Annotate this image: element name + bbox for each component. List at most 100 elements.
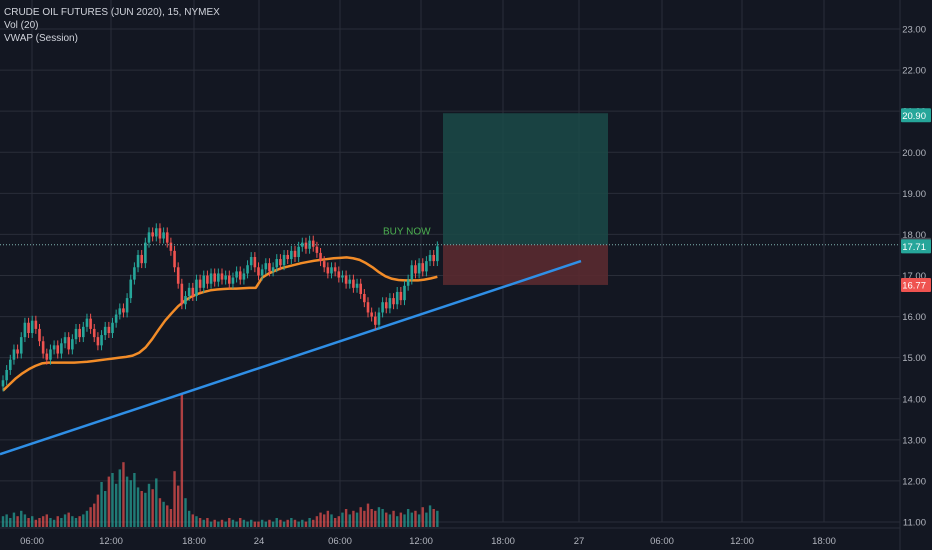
volume-bar [432,509,435,527]
volume-bar [191,514,194,527]
candle-body [406,279,410,286]
volume-indicator-label[interactable]: Vol (20) [4,20,39,31]
candle-body [235,271,238,278]
volume-bar [27,518,30,527]
volume-bar [235,521,238,527]
candle-body [34,320,38,329]
volume-bar [20,510,23,527]
volume-bar [202,519,205,527]
volume-bar [198,518,202,527]
price-badge [901,108,931,123]
vwap-indicator-label[interactable]: VWAP (Session) [4,33,78,44]
candle-body [395,291,399,305]
candle-body [260,269,264,276]
candle-body [213,273,216,282]
price-badge [901,277,931,292]
time-axis[interactable]: 06:00 12:00 18:00 24 06:00 12:00 18:00 27 06:00 1… [0,527,900,547]
candle-body [399,291,403,301]
volume-bar [297,521,300,527]
candle-body [30,320,34,334]
candle-body [228,275,231,284]
volume-bar [89,507,92,527]
volume-bar [158,498,162,527]
volume-bar [355,512,359,527]
candle-body [268,263,271,272]
candle-body [286,254,289,260]
symbol-title[interactable]: CRUDE OIL FUTURES (JUN 2020), 15, NYMEX [4,7,220,18]
volume-bar [428,505,432,527]
volume-bar [308,518,311,527]
volume-bars [1,393,439,527]
candle-body [155,228,158,237]
candle-body [41,341,45,354]
candle-body [173,250,176,268]
candle-body [432,254,435,262]
volume-bar [333,518,337,527]
candle-body [392,298,395,305]
volume-bar [166,505,169,527]
volume-bar [275,518,278,527]
candle-body [322,261,326,268]
candle-body [363,293,366,303]
candle-body [147,232,151,243]
candle-body [428,254,432,262]
volume-bar [312,519,315,527]
candle-body [82,326,85,338]
candle-body [410,265,414,280]
volume-bar [326,510,330,527]
volume-bar [279,519,282,527]
volume-bar [392,510,395,527]
volume-bar [421,507,424,527]
candlesticks [1,223,439,392]
price-tick-label: 14.00 [902,394,926,405]
chart-legend: CRUDE OIL FUTURES (JUN 2020), 15, NYMEX … [4,6,220,45]
candle-body [217,273,220,282]
volume-bar [399,512,403,527]
candle-body [176,267,180,284]
candle-body [231,277,235,284]
volume-bar [74,518,78,527]
candle-body [377,312,381,325]
volume-bar [323,514,326,527]
candle-body [341,275,344,278]
time-tick-label: 24 [254,536,265,547]
volume-bar [425,512,428,527]
volume-bar [93,503,96,527]
volume-bar [85,510,89,527]
candle-body [71,339,74,350]
candle-body [297,246,300,258]
candle-body [330,267,333,274]
candle-body [191,287,195,297]
candle-body [279,259,282,266]
time-tick-label: 18:00 [812,536,836,547]
candle-body [249,257,253,266]
price-axis[interactable]: 11.00 12.00 13.00 14.00 15.00 16.00 17.00 18.00… [899,0,926,550]
trendline[interactable] [0,259,582,456]
candle-body [293,250,297,258]
volume-bar [173,471,176,527]
volume-bar [140,491,143,527]
buy-now-annotation: BUY NOW [383,227,431,238]
volume-bar [359,507,362,527]
candle-body [184,296,187,305]
time-tick-label: 12:00 [730,536,754,547]
volume-bar [242,519,246,527]
volume-bar [129,480,132,527]
volume-bar [436,510,439,527]
candle-body [374,316,377,325]
price-badge-label: 20.90 [902,111,926,122]
candle-body [220,273,224,280]
volume-bar [136,487,140,527]
volume-bar [381,509,384,527]
volume-bar [23,514,27,527]
candle-body [45,353,49,360]
candle-body [275,259,279,268]
candle-body [107,326,111,334]
volume-bar [301,519,304,527]
candle-body [38,328,41,342]
candle-body [111,322,114,334]
volume-bar [341,512,344,527]
position-tool[interactable] [443,113,608,285]
volume-bar [370,509,373,527]
